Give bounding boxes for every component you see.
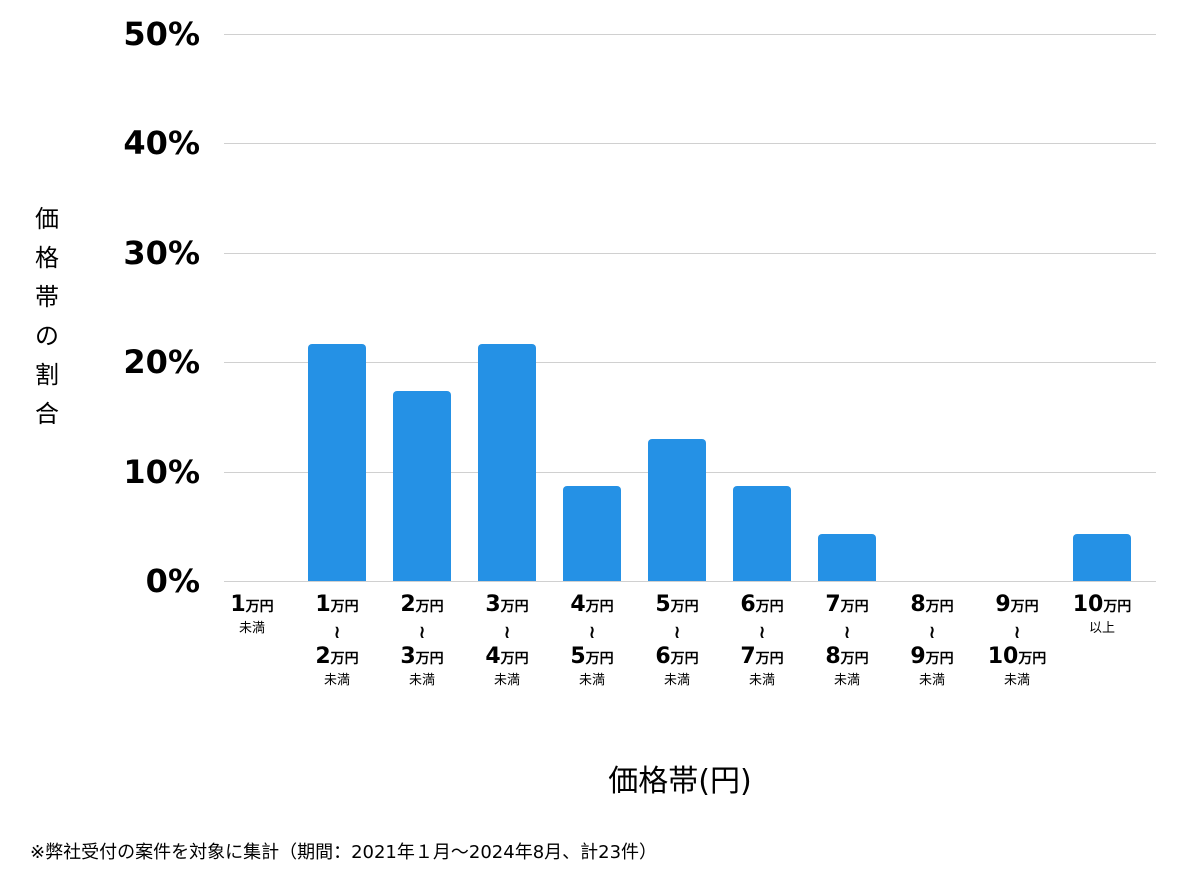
bar bbox=[1073, 533, 1131, 581]
gridline bbox=[224, 252, 1156, 254]
y-axis-title-char: 価 bbox=[35, 205, 59, 233]
bar bbox=[308, 343, 366, 581]
y-axis-title-char: の bbox=[35, 322, 59, 350]
y-tick-label: 0% bbox=[145, 562, 200, 600]
bar bbox=[648, 438, 706, 581]
plot-area bbox=[224, 34, 1156, 582]
gridline bbox=[224, 362, 1156, 364]
y-axis-title: 価 格 帯 の 割 合 bbox=[32, 200, 62, 434]
gridline bbox=[224, 581, 1156, 582]
x-tick-label: 3万円 ≀ 4万円 未満 bbox=[485, 592, 529, 688]
x-tick-label: 4万円 ≀ 5万円 未満 bbox=[570, 592, 614, 688]
y-tick-label: 20% bbox=[123, 343, 200, 382]
x-tick-label: 1万円 未満 bbox=[230, 592, 274, 636]
bar bbox=[733, 485, 791, 581]
x-tick-label: 10万円 以上 bbox=[1072, 592, 1132, 636]
y-axis-title-char: 合 bbox=[35, 400, 59, 428]
footnote: ※弊社受付の案件を対象に集計（期間：2021年１月〜2024年8月、計23件） bbox=[30, 842, 658, 863]
bar bbox=[563, 485, 621, 581]
y-tick-label: 10% bbox=[123, 452, 200, 491]
bar bbox=[393, 390, 451, 581]
x-tick-label: 5万円 ≀ 6万円 未満 bbox=[655, 592, 699, 688]
x-tick-label: 2万円 ≀ 3万円 未満 bbox=[400, 592, 444, 688]
bar bbox=[818, 533, 876, 581]
x-tick-label: 8万円 ≀ 9万円 未満 bbox=[910, 592, 954, 688]
y-tick-label: 30% bbox=[123, 233, 200, 272]
gridline bbox=[224, 143, 1156, 145]
y-axis-title-char: 帯 bbox=[35, 283, 59, 311]
y-tick-label: 40% bbox=[123, 124, 200, 163]
x-tick-label: 7万円 ≀ 8万円 未満 bbox=[825, 592, 869, 688]
x-tick-label: 6万円 ≀ 7万円 未満 bbox=[740, 592, 784, 688]
x-tick-label: 9万円 ≀ 10万円 未満 bbox=[987, 592, 1047, 688]
y-tick-label: 50% bbox=[123, 15, 200, 53]
bar bbox=[478, 343, 536, 581]
y-axis-title-char: 格 bbox=[35, 244, 59, 272]
x-tick-label: 1万円 ≀ 2万円 未満 bbox=[315, 592, 359, 688]
gridline bbox=[224, 34, 1156, 35]
y-axis-title-char: 割 bbox=[35, 361, 59, 389]
x-axis-title: 価格帯(円) bbox=[608, 764, 752, 799]
